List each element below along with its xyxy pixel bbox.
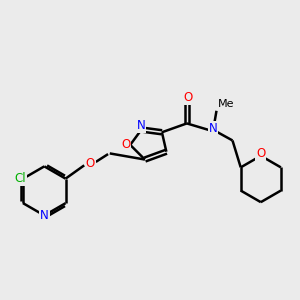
Text: Me: Me <box>218 99 234 109</box>
Text: O: O <box>121 138 130 152</box>
Text: N: N <box>40 209 49 222</box>
Text: O: O <box>86 157 95 170</box>
Text: Cl: Cl <box>14 172 26 185</box>
Text: N: N <box>209 122 218 135</box>
Text: O: O <box>256 147 266 160</box>
Text: O: O <box>183 91 192 104</box>
Text: N: N <box>136 118 145 132</box>
